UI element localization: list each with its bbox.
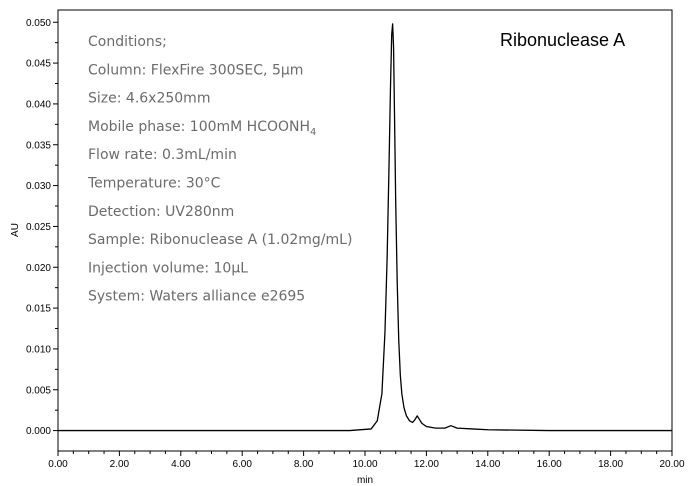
conditions-annotations: Conditions; Column: FlexFire 300SEC, 5µm S… (87, 34, 352, 305)
condition-line: Flow rate: 0.3mL/min (88, 147, 237, 163)
chromatogram-line (58, 23, 672, 432)
condition-line: Column: FlexFire 300SEC, 5µm (88, 62, 303, 78)
y-tick-label: 0.030 (26, 181, 51, 192)
x-axis-ticks: 0.00 2.00 4.00 6.00 8.00 10.00 12.00 14.00 16.00… (48, 451, 685, 470)
condition-line: Size: 4.6x250mm (88, 91, 210, 107)
x-tick-label: 4.00 (171, 459, 191, 470)
chart-title: Ribonuclease A (500, 30, 625, 50)
y-tick-label: 0.050 (26, 18, 51, 29)
y-tick-label: 0.025 (26, 222, 51, 233)
condition-line: System: Waters alliance e2695 (88, 289, 305, 305)
condition-line: Temperature: 30°C (87, 176, 221, 192)
y-tick-label: 0.010 (26, 344, 51, 355)
x-tick-label: 18.00 (598, 459, 623, 470)
series-group (58, 23, 672, 432)
y-axis-ticks: 0.000 0.005 0.010 0.015 0.020 0.025 0.030 0.035… (26, 18, 58, 437)
condition-line: Sample: Ribonuclease A (1.02mg/mL) (88, 232, 352, 248)
x-tick-label: 8.00 (294, 459, 314, 470)
x-tick-label: 6.00 (232, 459, 252, 470)
condition-line: Mobile phase: 100mM HCOONH4 (88, 119, 316, 138)
y-tick-label: 0.045 (26, 59, 51, 70)
y-tick-label: 0.020 (26, 263, 51, 274)
x-tick-label: 20.00 (659, 459, 684, 470)
y-tick-label: 0.005 (26, 385, 51, 396)
x-tick-label: 2.00 (110, 459, 130, 470)
x-tick-label: 16.00 (537, 459, 562, 470)
condition-line: Injection volume: 10µL (88, 260, 248, 276)
x-tick-label: 14.00 (475, 459, 500, 470)
x-tick-label: 0.00 (48, 459, 68, 470)
x-axis-title: min (357, 475, 373, 486)
y-tick-label: 0.035 (26, 140, 51, 151)
x-tick-label: 10.00 (352, 459, 377, 470)
condition-line: Conditions; (88, 34, 167, 50)
y-tick-label: 0.015 (26, 304, 51, 315)
y-tick-label: 0.040 (26, 99, 51, 110)
condition-line: Detection: UV280nm (88, 204, 234, 220)
x-tick-label: 12.00 (414, 459, 439, 470)
y-axis-title: AU (10, 223, 21, 237)
y-tick-label: 0.000 (26, 426, 51, 437)
